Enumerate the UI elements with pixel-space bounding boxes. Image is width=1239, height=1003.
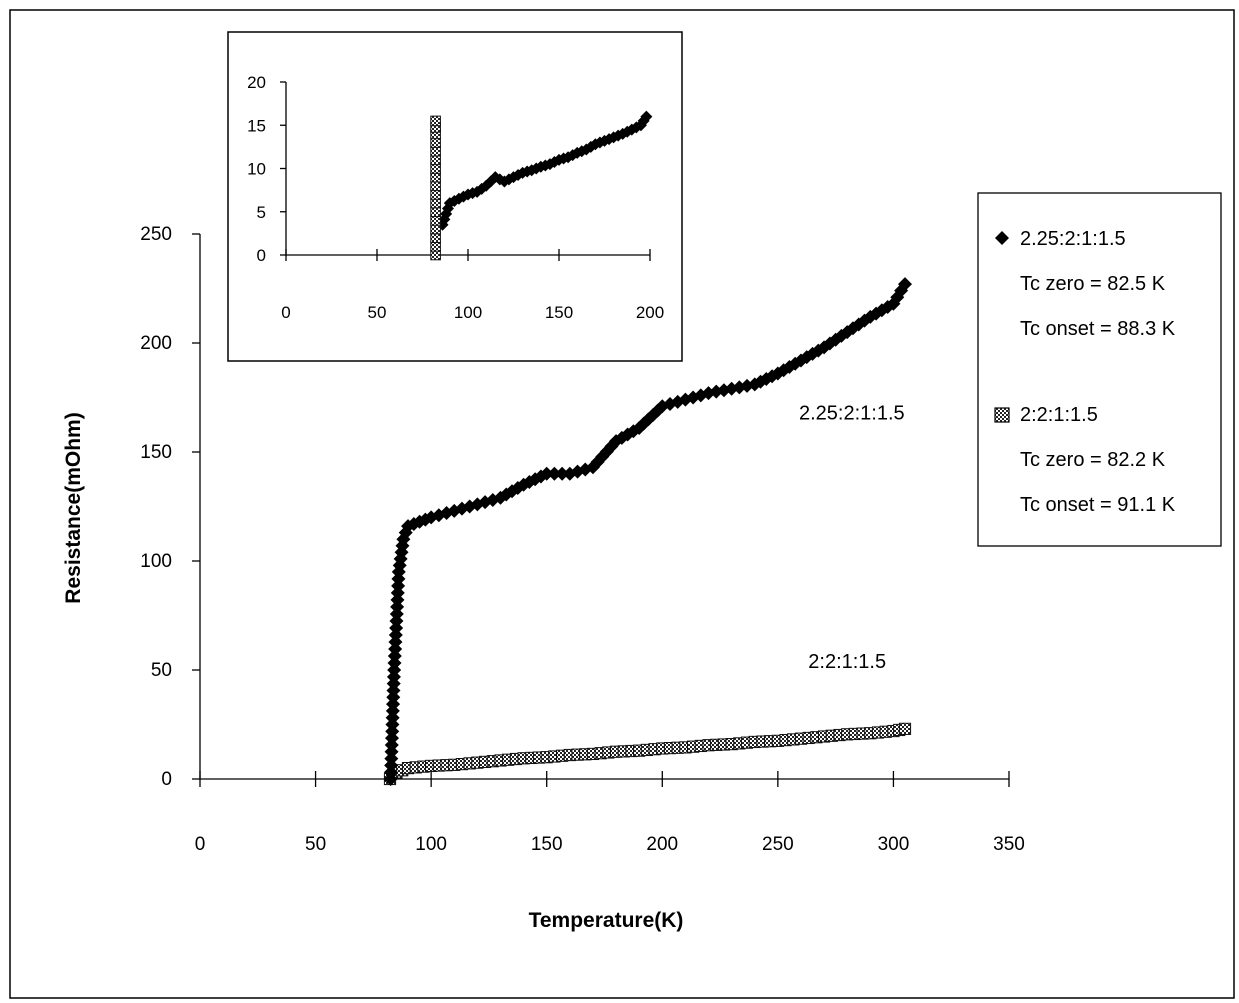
x-tick-label: 0 xyxy=(281,303,290,322)
x-tick-label: 150 xyxy=(531,834,563,855)
diamond-data-point xyxy=(897,277,912,292)
legend-hatched-square-icon xyxy=(994,407,1010,423)
chart-frame xyxy=(9,9,1235,999)
diamond-data-point xyxy=(555,466,570,481)
inset-plot-area xyxy=(430,110,653,261)
x-tick-label: 100 xyxy=(415,834,447,855)
legend-tc-zero-series-2: Tc zero = 82.2 K xyxy=(1020,449,1166,471)
square-data-point xyxy=(430,115,441,127)
series-annotation-label: 2:2:1:1.5 xyxy=(808,651,886,673)
y-tick-label: 0 xyxy=(257,246,266,265)
y-tick-label: 0 xyxy=(161,769,172,790)
y-tick-label: 200 xyxy=(140,333,172,354)
main-axes: 0 50 100 150 200 250 300 350 0 50 100 150 200 250 xyxy=(140,224,1025,855)
y-tick-label: 100 xyxy=(140,551,172,572)
x-tick-label: 250 xyxy=(762,834,794,855)
legend-tc-zero-series-1: Tc zero = 82.5 K xyxy=(1020,273,1166,295)
inset-chart: 0 50 100 150 200 0 5 10 15 20 xyxy=(227,31,683,362)
x-tick-label: 150 xyxy=(545,303,573,322)
legend-diamond-icon xyxy=(995,231,1009,245)
y-axis-title: Resistance(mOhm) xyxy=(62,412,85,603)
x-tick-label: 350 xyxy=(993,834,1025,855)
y-tick-label: 50 xyxy=(151,660,172,681)
x-tick-label: 200 xyxy=(646,834,678,855)
legend: 2.25:2:1:1.5 Tc zero = 82.5 K Tc onset =… xyxy=(977,192,1222,547)
legend-tc-onset-series-1: Tc onset = 88.3 K xyxy=(1020,318,1176,340)
legend-label-series-2: 2:2:1:1.5 xyxy=(1020,404,1098,426)
diamond-data-point xyxy=(539,466,554,481)
x-tick-label: 100 xyxy=(454,303,482,322)
x-tick-label: 0 xyxy=(195,834,206,855)
x-tick-label: 50 xyxy=(305,834,326,855)
main-plot-area xyxy=(383,277,912,786)
inset-axes: 0 50 100 150 200 0 5 10 15 20 xyxy=(247,73,664,322)
y-tick-label: 20 xyxy=(247,73,266,92)
x-axis-title: Temperature(K) xyxy=(529,909,684,932)
y-tick-label: 150 xyxy=(140,442,172,463)
x-tick-label: 300 xyxy=(878,834,910,855)
diamond-data-point xyxy=(616,127,629,140)
y-tick-label: 10 xyxy=(247,160,266,179)
y-tick-label: 250 xyxy=(140,224,172,245)
square-data-point xyxy=(898,722,912,735)
legend-tc-onset-series-2: Tc onset = 91.1 K xyxy=(1020,494,1176,516)
legend-label-series-1: 2.25:2:1:1.5 xyxy=(1020,228,1126,250)
y-tick-label: 15 xyxy=(247,116,266,135)
x-tick-label: 50 xyxy=(368,303,387,322)
main-chart: 0 50 100 150 200 250 300 350 0 50 100 150 200 250 Tem… xyxy=(62,224,1025,932)
diamond-data-point xyxy=(640,110,653,123)
y-tick-label: 5 xyxy=(257,203,266,222)
series-annotation-label: 2.25:2:1:1.5 xyxy=(799,402,905,424)
diamond-data-point xyxy=(547,466,562,481)
legend-box xyxy=(977,192,1222,547)
x-tick-label: 200 xyxy=(636,303,664,322)
